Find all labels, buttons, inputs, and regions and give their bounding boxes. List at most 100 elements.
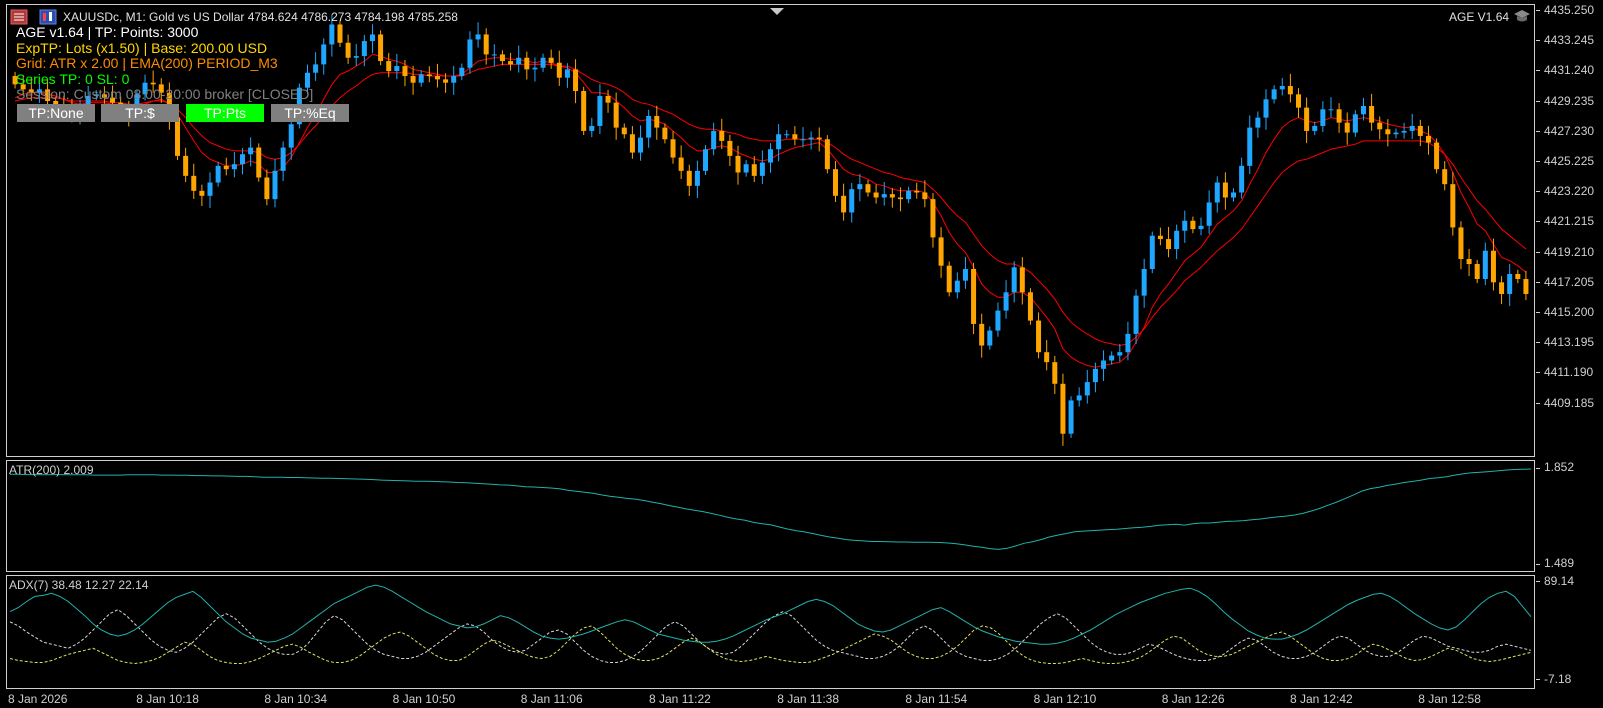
candle [378, 30, 384, 66]
candle [808, 131, 814, 150]
shift-marker-icon[interactable] [770, 3, 784, 21]
candle [1231, 188, 1237, 202]
info-line: Series TP: 0 SL: 0 [16, 70, 130, 87]
candle [1466, 248, 1472, 277]
candle [1434, 138, 1440, 174]
candle [873, 184, 879, 204]
candle [280, 141, 286, 182]
candle [402, 59, 408, 87]
candle [1474, 259, 1480, 284]
candle [897, 187, 903, 212]
candle [597, 83, 603, 135]
info-line: Session: Custom 08:00-20:00 broker [CLOS… [16, 86, 314, 102]
atr-scale-max: 1.852 [1544, 460, 1575, 474]
candle [101, 86, 107, 104]
adx-canvas [9, 584, 1532, 665]
price-scale-label: 4415.200 [1544, 305, 1595, 319]
info-line: AGE v1.64 | TP: Points: 3000 [16, 24, 199, 40]
atr-pane[interactable] [6, 460, 1535, 572]
candle [215, 161, 221, 187]
candle [629, 126, 635, 159]
tp-button[interactable]: TP:%Eq [271, 104, 349, 122]
candle [1076, 387, 1082, 407]
candle [1133, 289, 1139, 345]
price-scale-label: 4425.225 [1544, 154, 1595, 168]
candle [914, 182, 920, 199]
candle [670, 131, 676, 164]
atr-canvas [10, 468, 1532, 550]
candle [20, 76, 26, 96]
chart-type-icon[interactable] [39, 9, 57, 30]
candle [1425, 125, 1431, 155]
candle [1271, 85, 1277, 104]
candle [1092, 362, 1098, 393]
time-axis-label: 8 Jan 12:26 [1161, 692, 1225, 706]
candle [1328, 97, 1334, 118]
price-chart-canvas[interactable] [7, 5, 1534, 456]
candle [638, 125, 644, 161]
candle [962, 256, 968, 289]
expert-hat-icon[interactable] [1512, 8, 1532, 29]
candle [589, 117, 595, 138]
candle [240, 148, 246, 175]
candle [784, 130, 790, 139]
candle [881, 182, 887, 206]
price-chart-pane[interactable] [6, 4, 1535, 457]
candle [508, 52, 514, 71]
candle [1027, 288, 1033, 325]
chart-menu-icon[interactable] [10, 9, 28, 30]
candle [1450, 172, 1456, 236]
candle [1417, 119, 1423, 147]
candle [28, 77, 34, 101]
tp-button[interactable]: TP:$ [101, 104, 179, 122]
candle [751, 156, 757, 183]
candle [36, 83, 42, 103]
candle [1393, 128, 1399, 139]
candle [1084, 369, 1090, 404]
candle [938, 227, 944, 278]
candle [1198, 217, 1204, 236]
candle [191, 163, 197, 199]
candle [1247, 115, 1253, 175]
candle [995, 302, 1001, 337]
candle [662, 123, 668, 144]
candle [1125, 321, 1131, 361]
time-axis-label: 8 Jan 11:38 [777, 692, 840, 706]
candle [321, 38, 327, 75]
candle [703, 145, 709, 176]
candle [849, 183, 855, 223]
candle [248, 137, 254, 167]
candle [1490, 238, 1496, 291]
candle [654, 105, 660, 140]
candle [1360, 97, 1366, 121]
candle [1369, 93, 1375, 131]
candle [946, 261, 952, 297]
candle [1499, 276, 1505, 305]
ema-slow-line [14, 63, 1527, 347]
candle [1019, 257, 1025, 305]
adx-pane[interactable] [6, 575, 1535, 689]
candle [499, 50, 505, 66]
candle [337, 20, 343, 47]
tp-button[interactable]: TP:None [17, 104, 95, 122]
candle [1117, 344, 1123, 362]
candle [613, 92, 619, 140]
info-line: Grid: ATR x 2.00 | EMA(200) PERIOD_M3 [16, 55, 278, 71]
adx-scale-max: 89.14 [1544, 574, 1575, 588]
time-axis-label: 8 Jan 12:10 [1033, 692, 1097, 706]
price-scale-label: 4419.210 [1544, 244, 1595, 259]
candle [1255, 111, 1261, 138]
candle [451, 65, 457, 95]
price-scale-label: 4421.215 [1544, 214, 1595, 229]
candle [223, 157, 229, 176]
price-scale-label: 4409.185 [1544, 395, 1595, 410]
candle [727, 134, 733, 167]
price-scale-label: 4411.190 [1544, 365, 1594, 380]
candle [1442, 161, 1448, 191]
price-scale-label: 4427.230 [1544, 123, 1595, 138]
tp-button[interactable]: TP:Pts [186, 104, 264, 122]
candle [459, 63, 465, 81]
price-scale-label: 4431.240 [1544, 63, 1595, 78]
time-axis-label: 8 Jan 11:22 [649, 692, 711, 706]
candle [646, 109, 652, 148]
